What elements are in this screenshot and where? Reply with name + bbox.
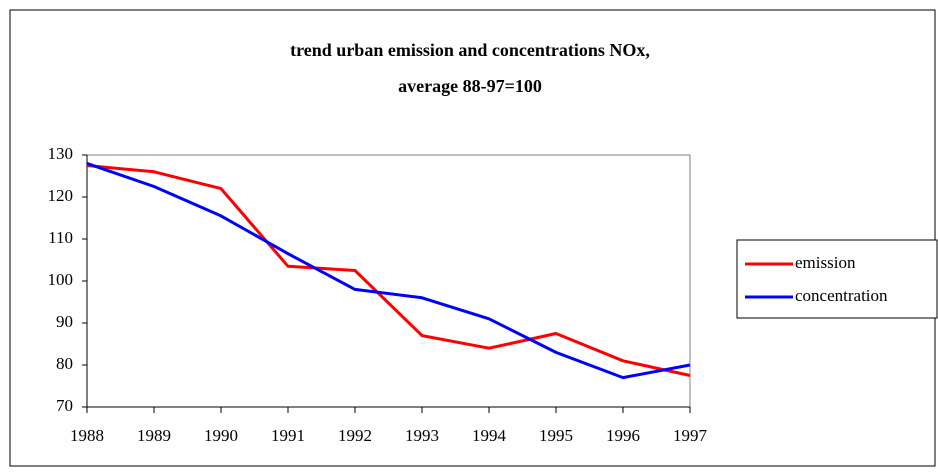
y-tick-label: 100 — [48, 270, 74, 289]
x-tick-label: 1990 — [204, 426, 238, 445]
y-tick-label: 120 — [48, 186, 74, 205]
x-tick-label: 1988 — [70, 426, 104, 445]
line-series — [86, 161, 691, 380]
y-tick-label: 110 — [48, 228, 73, 247]
y-tick-label: 70 — [56, 396, 73, 415]
x-tick-label: 1989 — [137, 426, 171, 445]
legend-box — [736, 239, 938, 319]
x-tick-label: 1995 — [539, 426, 573, 445]
legend-label: concentration — [795, 286, 888, 305]
chart-frame — [9, 9, 936, 467]
line-series — [86, 164, 691, 377]
x-tick-label: 1994 — [472, 426, 507, 445]
y-tick-label: 80 — [56, 354, 73, 373]
y-tick-label: 90 — [56, 312, 73, 331]
x-tick-label: 1996 — [606, 426, 640, 445]
x-tick-label: 1992 — [338, 426, 372, 445]
legend-label: emission — [795, 253, 856, 272]
chart-title: average 88-97=100 — [398, 76, 542, 96]
x-tick-label: 1993 — [405, 426, 439, 445]
x-tick-label: 1997 — [673, 426, 708, 445]
y-tick-label: 130 — [48, 144, 74, 163]
x-tick-label: 1991 — [271, 426, 305, 445]
chart-title: trend urban emission and concentrations … — [290, 40, 650, 60]
